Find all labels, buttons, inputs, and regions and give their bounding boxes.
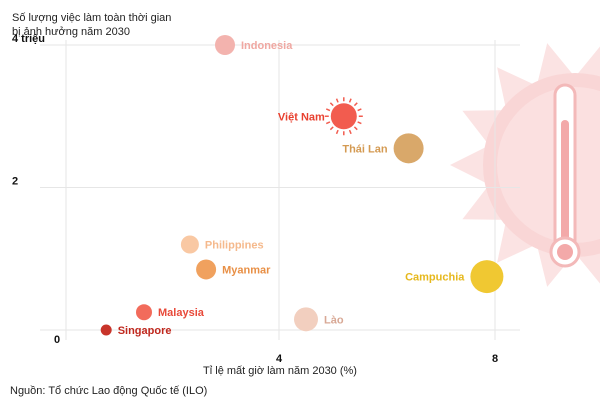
y-tick-label-0: 0 bbox=[54, 334, 60, 346]
point-marker bbox=[294, 307, 318, 332]
chart-title-line-1: Số lượng việc làm toàn thời gian bbox=[12, 12, 171, 24]
sun-ray bbox=[335, 129, 339, 135]
point-label: Singapore bbox=[118, 325, 172, 337]
point-1: Việt Nam bbox=[278, 97, 363, 136]
point-label: Thái Lan bbox=[342, 143, 388, 155]
sun-ray bbox=[325, 121, 331, 125]
point-label: Lào bbox=[324, 314, 344, 326]
sun-ray bbox=[329, 126, 334, 131]
point-0: Indonesia bbox=[215, 35, 293, 55]
source-note: Nguồn: Tổ chức Lao động Quốc tế (ILO) bbox=[10, 385, 207, 397]
point-marker bbox=[215, 35, 235, 55]
y-tick-label-1: 2 bbox=[12, 176, 18, 188]
sun-ray bbox=[357, 108, 362, 112]
point-2: Thái Lan bbox=[342, 133, 424, 164]
x-tick-label-1: 8 bbox=[492, 353, 498, 365]
point-5: Campuchia bbox=[405, 260, 504, 294]
x-tick-label-0: 4 bbox=[276, 353, 283, 365]
chart-title-line-2: bị ảnh hưởng năm 2030 bbox=[12, 26, 130, 38]
sun-ray bbox=[348, 129, 352, 135]
sun-ray bbox=[348, 98, 352, 103]
point-marker bbox=[470, 260, 504, 294]
y-tick-label-2: 4 triệu bbox=[12, 33, 45, 45]
sun-ray bbox=[325, 108, 331, 112]
point-label: Philippines bbox=[205, 240, 264, 252]
point-marker bbox=[330, 103, 357, 130]
point-6: Malaysia bbox=[136, 304, 205, 321]
point-label: Indonesia bbox=[241, 40, 293, 52]
sun-ray bbox=[335, 98, 339, 103]
x-axis-label: Tỉ lệ mất giờ làm năm 2030 (%) bbox=[203, 365, 357, 377]
thermometer-sun-icon bbox=[450, 43, 600, 287]
point-marker bbox=[136, 304, 152, 321]
point-marker bbox=[100, 324, 112, 336]
point-4: Myanmar bbox=[196, 259, 271, 280]
point-label: Việt Nam bbox=[278, 111, 325, 123]
point-label: Myanmar bbox=[222, 264, 271, 276]
point-label: Campuchia bbox=[405, 272, 465, 284]
sun-ray bbox=[353, 126, 358, 131]
sun-ray bbox=[329, 102, 334, 107]
point-7: Lào bbox=[294, 307, 344, 332]
sun-ray bbox=[357, 121, 362, 125]
sun-ray bbox=[353, 102, 358, 107]
point-marker bbox=[196, 259, 217, 280]
point-label: Malaysia bbox=[158, 307, 205, 319]
point-8: Singapore bbox=[100, 324, 172, 337]
point-3: Philippines bbox=[180, 235, 264, 254]
point-marker bbox=[180, 235, 199, 254]
point-marker bbox=[393, 133, 424, 164]
